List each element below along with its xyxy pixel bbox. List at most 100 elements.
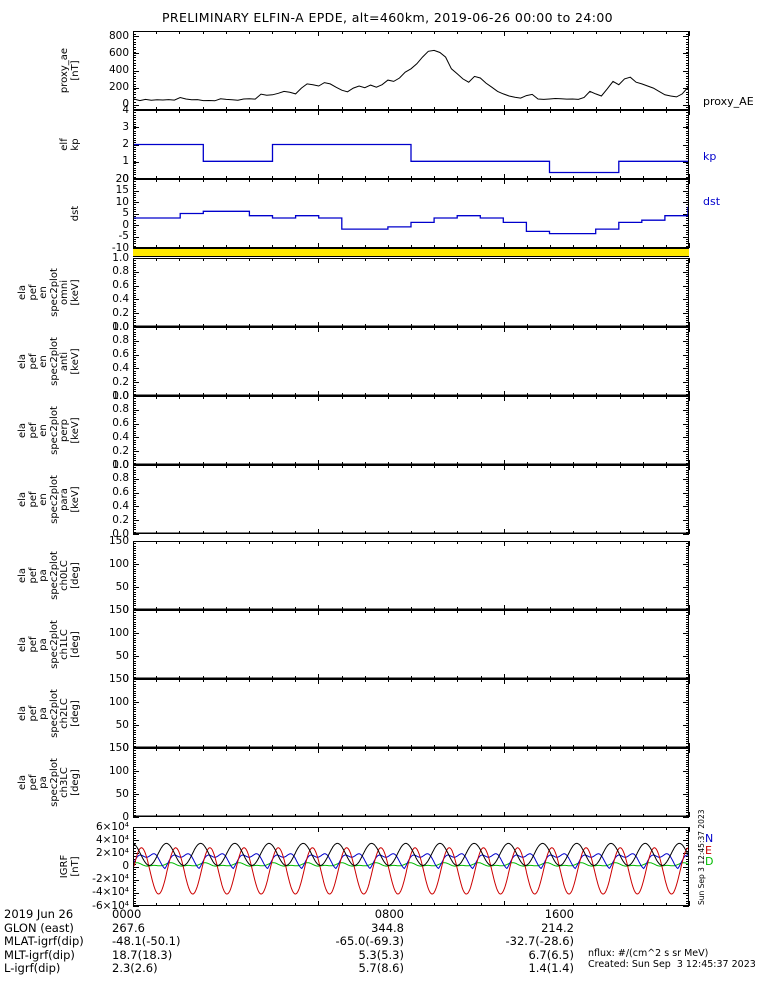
x-tick-mark bbox=[295, 827, 297, 830]
y-minor-tick bbox=[686, 439, 689, 441]
x-tick-mark bbox=[133, 174, 134, 179]
y-minor-tick bbox=[686, 501, 689, 503]
y-minor-tick bbox=[133, 616, 136, 618]
y-minor-tick bbox=[686, 676, 689, 678]
y-tick-label: 0.0 bbox=[112, 320, 129, 333]
y-minor-tick bbox=[133, 356, 136, 358]
y-minor-tick bbox=[686, 520, 689, 522]
x-tick-mark bbox=[341, 465, 343, 468]
y-minor-tick bbox=[686, 220, 689, 222]
y-minor-tick bbox=[133, 511, 136, 512]
y-minor-tick bbox=[133, 241, 136, 243]
y-minor-tick bbox=[686, 633, 689, 634]
y-minor-tick bbox=[133, 405, 136, 407]
y-minor-tick bbox=[133, 517, 136, 519]
x-tick-mark bbox=[248, 827, 250, 830]
y-minor-tick bbox=[686, 156, 689, 157]
x-tick-mark bbox=[689, 391, 690, 396]
x-tick-mark bbox=[387, 396, 389, 399]
x-tick-mark bbox=[480, 679, 482, 682]
y-minor-tick bbox=[133, 31, 136, 32]
y-minor-tick bbox=[133, 596, 136, 598]
x-tick-mark bbox=[411, 176, 412, 179]
y-minor-tick bbox=[686, 142, 689, 144]
y-minor-tick bbox=[133, 269, 136, 271]
y-minor-tick bbox=[133, 162, 136, 164]
y-tick-label: 0.8 bbox=[112, 265, 129, 278]
y-minor-tick bbox=[133, 359, 136, 361]
y-tick-mark bbox=[683, 161, 689, 163]
y-minor-tick bbox=[133, 425, 136, 427]
y-tick-mark bbox=[133, 541, 139, 542]
y-minor-tick bbox=[133, 91, 136, 93]
y-minor-tick bbox=[133, 529, 136, 531]
x-tick-mark bbox=[387, 679, 389, 682]
y-minor-tick bbox=[686, 467, 689, 469]
y-minor-tick bbox=[686, 57, 689, 59]
y-tick-mark bbox=[133, 451, 139, 453]
y-minor-tick bbox=[133, 635, 136, 637]
x-tick-mark bbox=[642, 610, 644, 613]
x-tick-mark bbox=[642, 179, 644, 182]
y-minor-tick bbox=[133, 262, 136, 264]
y-minor-tick bbox=[686, 750, 689, 752]
y-minor-tick bbox=[686, 616, 689, 618]
x-tick-mark bbox=[133, 827, 134, 832]
y-minor-tick bbox=[133, 541, 136, 542]
y-minor-tick bbox=[133, 552, 136, 554]
y-minor-tick bbox=[686, 308, 689, 310]
x-tick-mark bbox=[619, 107, 621, 110]
y-tick-mark bbox=[133, 771, 139, 772]
x-tick-mark bbox=[689, 674, 690, 679]
y-minor-tick bbox=[686, 165, 689, 167]
y-minor-tick bbox=[686, 400, 689, 402]
x-tick-mark bbox=[550, 396, 551, 399]
x-tick-mark bbox=[689, 610, 690, 615]
igrf-traces bbox=[134, 842, 688, 895]
y-minor-tick bbox=[133, 94, 136, 96]
y-minor-tick bbox=[686, 315, 689, 317]
x-tick-mark bbox=[202, 110, 204, 113]
y-minor-tick bbox=[686, 172, 689, 174]
x-tick-mark bbox=[341, 827, 343, 830]
y-minor-tick bbox=[133, 276, 136, 278]
y-minor-tick bbox=[686, 855, 689, 857]
y-minor-tick bbox=[686, 114, 689, 116]
y-minor-tick bbox=[133, 743, 136, 745]
y-tick-label: 150 bbox=[108, 603, 129, 616]
y-minor-tick bbox=[686, 898, 689, 900]
y-tick-label: 0 bbox=[122, 172, 129, 185]
y-minor-tick bbox=[133, 718, 136, 720]
x-tick-mark bbox=[503, 541, 505, 546]
y-minor-tick bbox=[133, 621, 136, 623]
right-legend-kp: kp bbox=[703, 150, 717, 163]
x-tick-mark bbox=[318, 396, 320, 401]
y-minor-tick bbox=[686, 882, 689, 884]
y-minor-tick bbox=[133, 791, 136, 793]
y-minor-tick bbox=[686, 38, 689, 40]
y-minor-tick bbox=[133, 725, 136, 726]
y-minor-tick bbox=[133, 197, 136, 199]
y-minor-tick bbox=[686, 96, 689, 98]
y-minor-tick bbox=[133, 715, 136, 717]
y-minor-tick bbox=[686, 584, 689, 586]
y-minor-tick bbox=[686, 324, 689, 326]
y-minor-tick bbox=[686, 393, 689, 395]
y-minor-tick bbox=[133, 86, 136, 88]
x-tick-mark bbox=[665, 465, 667, 468]
y-minor-tick bbox=[133, 57, 136, 59]
y-minor-tick bbox=[686, 884, 689, 886]
y-minor-tick bbox=[133, 672, 136, 674]
y-minor-tick bbox=[686, 366, 689, 368]
y-minor-tick bbox=[686, 340, 689, 342]
y-tick-label: 4×10⁴ bbox=[95, 833, 129, 846]
y-tick-mark bbox=[133, 354, 139, 356]
y-minor-tick bbox=[686, 903, 689, 905]
y-minor-tick bbox=[686, 104, 689, 106]
y-minor-tick bbox=[686, 817, 689, 818]
x-tick-mark bbox=[133, 901, 134, 906]
y-tick-label: 150 bbox=[108, 534, 129, 547]
y-minor-tick bbox=[133, 642, 136, 644]
y-minor-tick bbox=[686, 685, 689, 687]
y-tick-mark bbox=[683, 127, 689, 129]
